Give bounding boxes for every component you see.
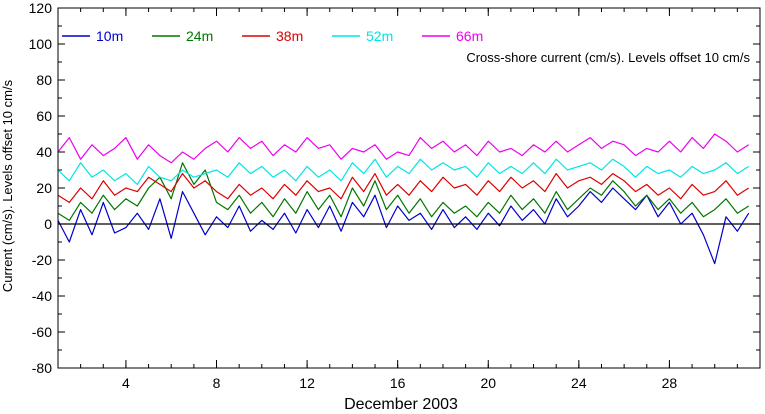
series-line-66m — [57, 133, 750, 164]
x-tick-label: 28 — [662, 375, 678, 391]
legend-label-10m: 10m — [96, 28, 123, 44]
series-lines — [57, 133, 750, 265]
plot-frame — [57, 7, 761, 369]
y-tick-label: 0 — [44, 216, 52, 232]
y-tick-label: 20 — [36, 180, 52, 196]
y-tick-label: 100 — [29, 36, 53, 52]
legend-label-24m: 24m — [186, 28, 213, 44]
series-line-52m — [57, 158, 750, 185]
series-line-10m — [57, 187, 750, 265]
axis-ticks: -80 -60 -40 -20 0 20 40 60 80 100 120 4 8 12 16 20 24 28 — [29, 0, 761, 391]
y-tick-label: -40 — [32, 288, 52, 304]
y-tick-label: -60 — [32, 324, 52, 340]
legend-label-38m: 38m — [276, 28, 303, 44]
y-tick-label: -20 — [32, 252, 52, 268]
y-tick-label: 40 — [36, 144, 52, 160]
x-tick-label: 12 — [299, 375, 315, 391]
series-line-24m — [57, 162, 750, 221]
y-tick-label: 120 — [29, 0, 53, 16]
x-tick-label: 4 — [122, 375, 130, 391]
legend: 10m 24m 38m 52m 66m — [62, 28, 483, 44]
y-axis-label: Current (cm/s). Levels offset 10 cm/s — [0, 79, 15, 292]
x-tick-label: 24 — [571, 375, 587, 391]
y-tick-label: 80 — [36, 72, 52, 88]
legend-label-52m: 52m — [366, 28, 393, 44]
x-tick-label: 16 — [390, 375, 406, 391]
x-tick-label: 20 — [480, 375, 496, 391]
legend-label-66m: 66m — [456, 28, 483, 44]
x-axis-label: December 2003 — [344, 396, 458, 413]
y-tick-label: 60 — [36, 108, 52, 124]
y-tick-label: -80 — [32, 360, 52, 376]
series-line-38m — [57, 173, 750, 203]
x-tick-label: 8 — [213, 375, 221, 391]
chart-annotation: Cross-shore current (cm/s). Levels offse… — [466, 50, 750, 65]
